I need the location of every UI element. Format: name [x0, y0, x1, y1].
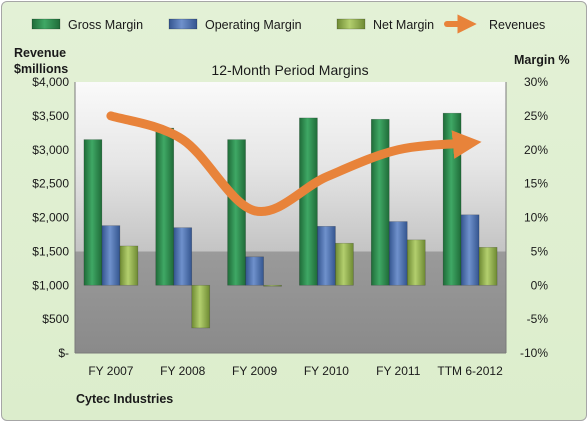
right-axis-title: Margin % — [514, 53, 570, 67]
revenues-line — [106, 111, 482, 217]
category-label: TTM 6-2012 — [437, 364, 503, 378]
left-tick-label: $3,000 — [32, 143, 69, 157]
gross-margin-bar — [83, 139, 103, 286]
gross-margin-bar — [370, 118, 390, 286]
legend-label: Net Margin — [373, 18, 434, 32]
category-label: FY 2007 — [88, 364, 133, 378]
right-tick-label: 5% — [531, 244, 549, 258]
category-label: FY 2011 — [376, 364, 421, 378]
left-tick-label: $4,000 — [32, 75, 69, 89]
legend-label: Gross Margin — [68, 18, 143, 32]
left-tick-label: $1,000 — [32, 278, 69, 292]
left-tick-label: $2,500 — [32, 177, 69, 191]
operating-margin-bar — [388, 221, 408, 286]
operating-margin-legend-swatch — [168, 18, 198, 30]
revenue-line — [106, 111, 482, 217]
right-tick-label: 25% — [524, 109, 548, 123]
net-margin-bar — [191, 284, 211, 329]
category-label: FY 2010 — [304, 364, 349, 378]
operating-margin-bar — [173, 227, 193, 286]
net-margin-bar — [478, 247, 498, 286]
right-tick-label: 30% — [524, 75, 548, 89]
operating-margin-bar — [245, 256, 264, 286]
legend-label: Revenues — [489, 18, 545, 32]
operating-margin-bar — [317, 226, 336, 286]
right-tick-label: 20% — [524, 143, 548, 157]
right-tick-label: -5% — [527, 312, 549, 326]
left-tick-label: $2,000 — [32, 211, 69, 225]
operating-margin-bar — [101, 225, 121, 286]
right-tick-label: 10% — [524, 211, 548, 225]
legend-label: Operating Margin — [205, 18, 302, 32]
left-axis-title-line1: Revenue — [14, 46, 66, 60]
right-tick-label: 0% — [531, 278, 549, 292]
left-tick-label: $3,500 — [32, 109, 69, 123]
left-tick-label: $1,500 — [32, 244, 69, 258]
bar-series — [83, 112, 498, 329]
gross-margin-bar — [442, 112, 462, 286]
right-tick-label: 15% — [524, 177, 548, 191]
category-labels: FY 2007 FY 2008 FY 2009 FY 2010 FY 2011 TTM 6… — [88, 364, 503, 378]
net-margin-bar — [119, 245, 139, 286]
left-axis-title-line2: $millions — [14, 62, 68, 76]
gross-margin-bar — [227, 139, 246, 286]
net-margin-bar — [406, 239, 426, 286]
chart-title: 12-Month Period Margins — [211, 62, 368, 78]
company-label: Cytec Industries — [76, 392, 173, 406]
right-axis-ticks: -10% -5% 0% 5% 10% 15% 20% 25% 30% — [520, 75, 548, 360]
category-label: FY 2008 — [160, 364, 205, 378]
chart-legend: Gross Margin Operating Margin Net Margin Re… — [31, 14, 545, 34]
gross-margin-bar — [299, 117, 318, 286]
net-margin-bar — [335, 242, 354, 286]
operating-margin-bar — [460, 214, 480, 286]
gross-margin-bar — [155, 127, 175, 286]
right-tick-label: -10% — [520, 346, 548, 360]
left-axis-ticks: $- $500 $1,000 $1,500 $2,000 $2,500 $3,000 $3,5… — [32, 75, 69, 360]
gross-margin-legend-swatch — [31, 18, 61, 30]
category-label: FY 2009 — [232, 364, 277, 378]
left-tick-label: $- — [58, 346, 69, 360]
net-margin-legend-swatch — [336, 18, 366, 30]
net-margin-bar — [263, 284, 282, 287]
left-tick-label: $500 — [42, 312, 69, 326]
